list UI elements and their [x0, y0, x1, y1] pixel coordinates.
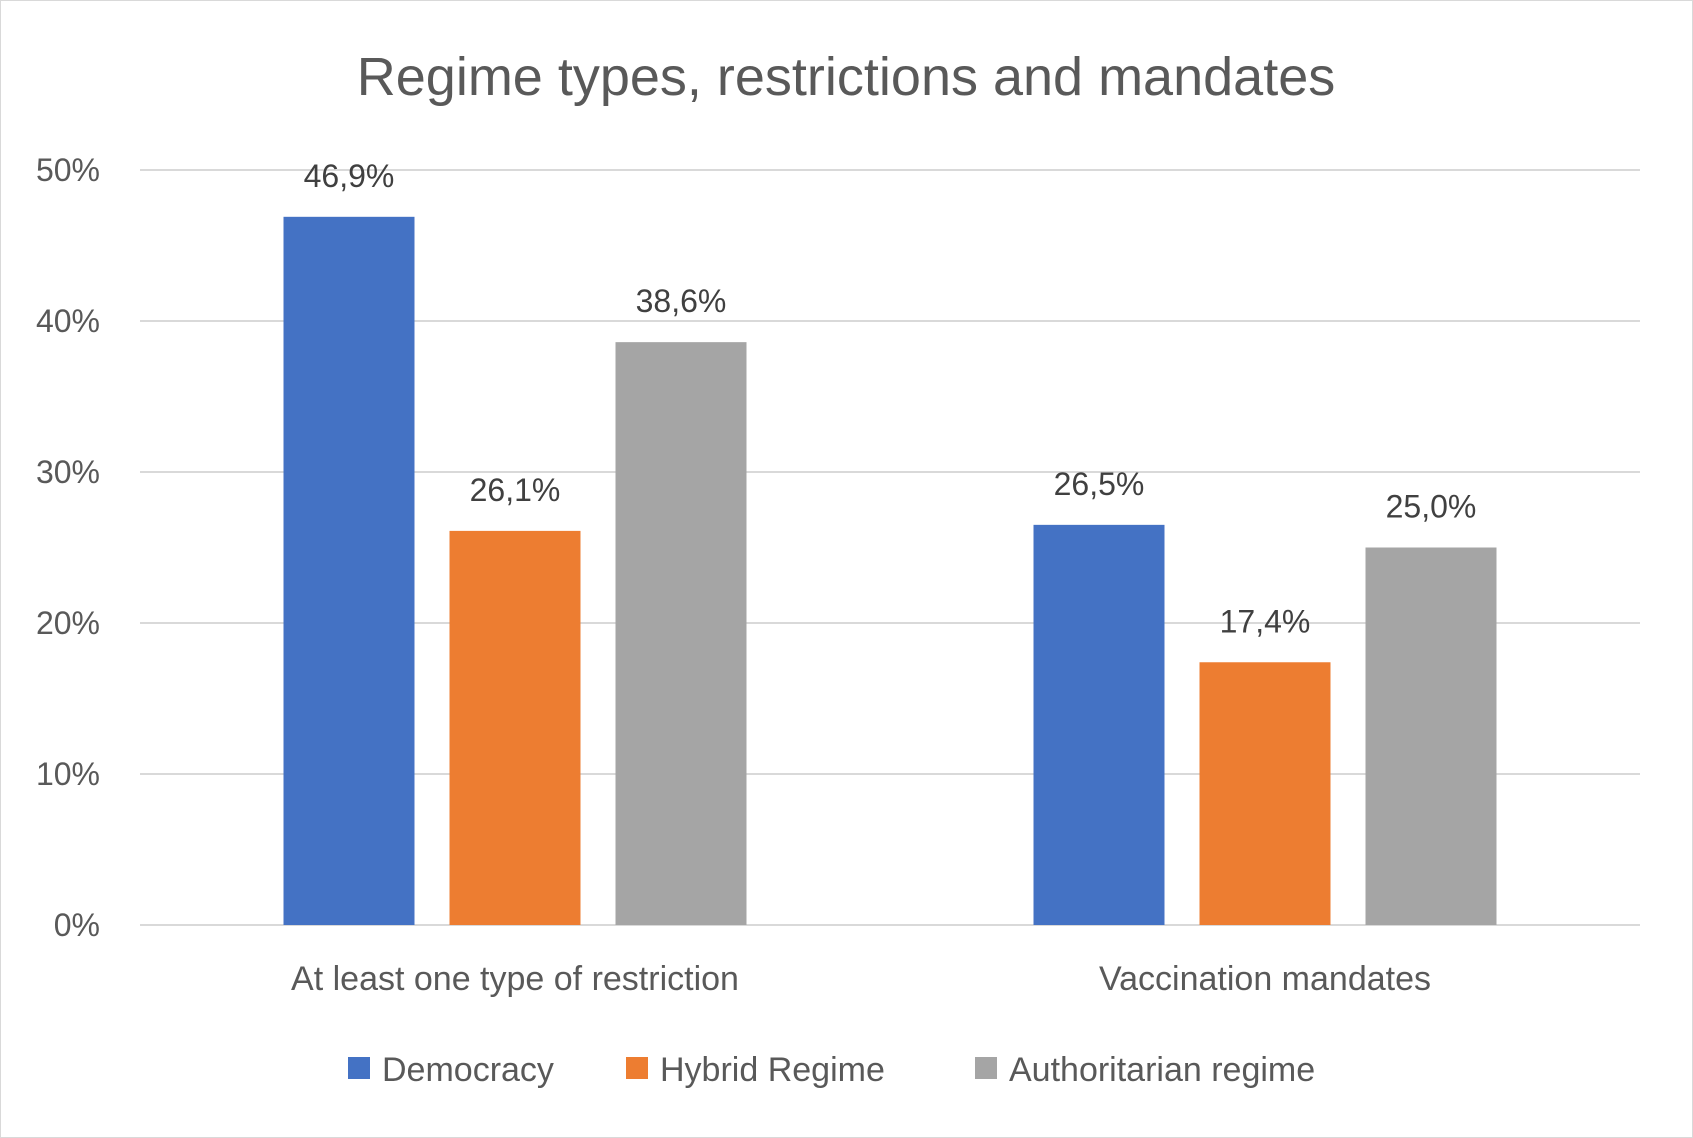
data-label: 26,5%	[1054, 466, 1145, 502]
bar-democracy-1	[1033, 524, 1165, 925]
data-label: 46,9%	[304, 158, 395, 194]
data-label: 38,6%	[636, 283, 727, 319]
y-axis-ticks: 0% 10% 20% 30% 40% 50%	[36, 152, 100, 943]
bar-hybrid-regime-1	[1199, 662, 1331, 925]
legend-label: Democracy	[382, 1051, 554, 1089]
x-category-label: Vaccination mandates	[1099, 960, 1431, 998]
bar-authoritarian-regime-1	[1365, 547, 1497, 925]
legend-swatch	[348, 1057, 370, 1079]
y-tick-label: 10%	[36, 756, 100, 792]
legend-swatch	[975, 1057, 997, 1079]
legend-swatch	[626, 1057, 648, 1079]
data-labels: 46,9% 26,1% 38,6% 26,5% 17,4% 25,0%	[304, 158, 1477, 639]
bar-democracy-0	[283, 216, 415, 925]
y-tick-label: 20%	[36, 605, 100, 641]
bar-hybrid-regime-0	[449, 530, 581, 925]
y-tick-label: 30%	[36, 454, 100, 490]
data-label: 26,1%	[470, 472, 561, 508]
chart-title: Regime types, restrictions and mandates	[357, 47, 1335, 107]
legend: Democracy Hybrid Regime Authoritarian regi…	[348, 1051, 1315, 1089]
x-axis-categories: At least one type of restriction Vaccinat…	[291, 960, 1431, 998]
legend-label: Hybrid Regime	[660, 1051, 885, 1089]
data-label: 17,4%	[1220, 603, 1311, 639]
y-tick-label: 40%	[36, 303, 100, 339]
y-tick-label: 50%	[36, 152, 100, 188]
data-label: 25,0%	[1386, 489, 1477, 525]
bars	[283, 216, 1497, 925]
y-tick-label: 0%	[54, 907, 100, 943]
x-category-label: At least one type of restriction	[291, 960, 739, 998]
bar-authoritarian-regime-0	[615, 342, 747, 925]
legend-label: Authoritarian regime	[1009, 1051, 1315, 1089]
